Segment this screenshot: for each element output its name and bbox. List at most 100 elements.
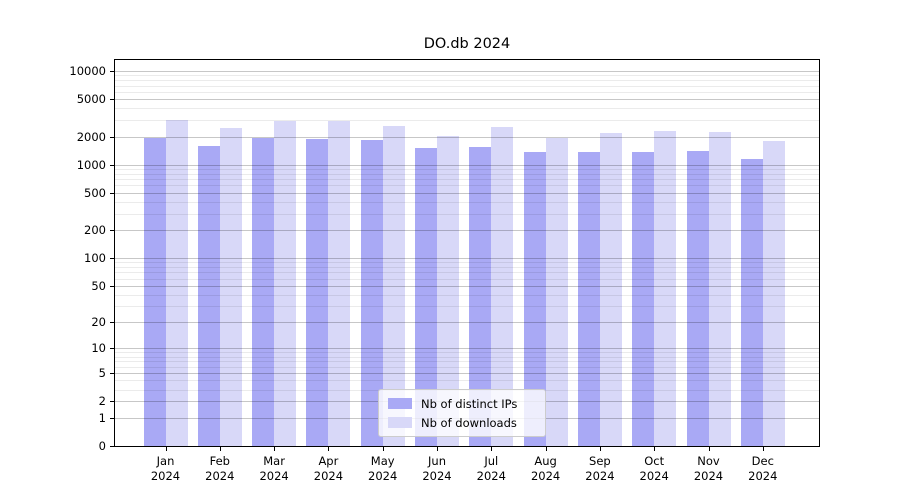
- bar-downloads-oct: [654, 130, 677, 446]
- gridline-80: [115, 267, 819, 269]
- legend-label-downloads: Nb of downloads: [421, 415, 517, 430]
- x-tick-mark-jun: [437, 447, 438, 451]
- gridline-50: [115, 285, 819, 287]
- y-tick-mark-2000: [110, 136, 114, 138]
- y-tick-mark-1: [110, 417, 114, 419]
- bar-downloads-mar: [274, 121, 297, 446]
- y-tick-mark-2: [110, 401, 114, 403]
- bar-distinct-ips-mar: [252, 137, 275, 446]
- y-tick-label-20: 20: [91, 315, 106, 330]
- gridline-9000: [115, 75, 819, 77]
- gridline-8000: [115, 80, 819, 82]
- bar-distinct-ips-aug: [523, 152, 546, 446]
- y-tick-label-2000: 2000: [76, 129, 106, 144]
- gridline-1000: [115, 164, 819, 166]
- bar-downloads-jun: [437, 135, 459, 446]
- bar-downloads-aug: [545, 137, 568, 446]
- gridline-70: [115, 272, 819, 274]
- x-tick-label-jul: Jul 2024: [476, 454, 506, 483]
- x-tick-mark-feb: [219, 447, 221, 451]
- gridline-5: [115, 373, 819, 375]
- x-tick-label-apr: Apr 2024: [313, 454, 344, 483]
- bar-downloads-apr: [328, 121, 351, 446]
- plot-area: [114, 59, 820, 447]
- x-tick-label-aug: Aug 2024: [530, 454, 561, 483]
- y-tick-mark-5000: [110, 99, 114, 101]
- y-tick-mark-100: [110, 258, 114, 260]
- gridline-20: [115, 322, 819, 324]
- bar-distinct-ips-jul: [469, 146, 492, 446]
- x-tick-mark-mar: [274, 447, 276, 451]
- x-tick-label-mar: Mar 2024: [259, 454, 289, 483]
- y-tick-mark-20: [110, 322, 114, 324]
- gridline-400: [115, 201, 819, 203]
- bar-downloads-jul: [491, 127, 514, 446]
- y-tick-label-500: 500: [84, 185, 106, 200]
- gridline-7000: [115, 85, 819, 87]
- gridline-10: [115, 348, 819, 350]
- x-tick-label-feb: Feb 2024: [205, 454, 235, 483]
- legend-swatch-distinct-ips: [388, 398, 412, 409]
- x-tick-mark-dec: [762, 447, 764, 451]
- bar-distinct-ips-apr: [306, 139, 329, 446]
- x-tick-label-jun: Jun 2024: [422, 454, 452, 483]
- y-tick-label-5: 5: [98, 366, 106, 381]
- y-tick-label-10000: 10000: [69, 63, 106, 78]
- gridline-100: [115, 258, 819, 260]
- gridline-10000: [115, 70, 819, 72]
- gridline-7: [115, 361, 819, 363]
- y-tick-mark-5: [110, 373, 114, 375]
- bar-distinct-ips-jun: [415, 148, 437, 446]
- legend-swatch-downloads: [388, 417, 412, 428]
- y-tick-mark-200: [110, 230, 114, 232]
- bar-distinct-ips-feb: [197, 145, 220, 446]
- gridline-500: [115, 192, 819, 194]
- y-tick-mark-10: [110, 348, 114, 350]
- gridline-2000: [115, 136, 819, 138]
- bar-downloads-nov: [708, 131, 731, 446]
- gridline-8: [115, 356, 819, 358]
- gridline-90: [115, 262, 819, 264]
- y-tick-label-5000: 5000: [76, 92, 106, 107]
- bar-downloads-may: [382, 125, 405, 446]
- y-tick-label-50: 50: [91, 278, 106, 293]
- bar-distinct-ips-dec: [740, 159, 763, 446]
- legend: Nb of distinct IPs Nb of downloads: [378, 389, 546, 437]
- bar-downloads-jan: [165, 120, 188, 446]
- y-tick-label-100: 100: [84, 251, 106, 266]
- gridline-9: [115, 352, 819, 354]
- gridline-60: [115, 278, 819, 280]
- bar-distinct-ips-sep: [577, 152, 600, 446]
- gridline-6000: [115, 91, 819, 93]
- gridline-800: [115, 173, 819, 175]
- gridline-4: [115, 380, 819, 382]
- bar-downloads-dec: [762, 140, 785, 446]
- x-tick-mark-jul: [491, 447, 493, 451]
- gridline-200: [115, 230, 819, 232]
- y-tick-label-200: 200: [84, 223, 106, 238]
- y-tick-mark-0: [110, 446, 114, 447]
- x-tick-label-sep: Sep 2024: [585, 454, 615, 483]
- y-tick-label-10: 10: [91, 341, 106, 356]
- gridline-6: [115, 366, 819, 368]
- x-tick-label-nov: Nov 2024: [693, 454, 724, 483]
- bar-distinct-ips-may: [360, 140, 383, 446]
- y-tick-label-2: 2: [98, 394, 106, 409]
- legend-label-distinct-ips: Nb of distinct IPs: [421, 396, 518, 411]
- gridline-300: [115, 213, 819, 215]
- x-tick-mark-nov: [708, 447, 710, 451]
- y-tick-label-0: 0: [98, 439, 106, 453]
- bar-distinct-ips-jan: [143, 137, 166, 446]
- x-tick-mark-jan: [165, 447, 167, 451]
- x-tick-label-jan: Jan 2024: [150, 454, 181, 483]
- y-tick-label-1000: 1000: [76, 157, 106, 172]
- gridline-700: [115, 179, 819, 181]
- x-tick-mark-aug: [545, 447, 547, 451]
- gridline-900: [115, 168, 819, 170]
- bar-distinct-ips-nov: [686, 151, 709, 446]
- x-tick-label-may: May 2024: [368, 454, 398, 483]
- legend-item-distinct-ips: Nb of distinct IPs: [388, 397, 535, 411]
- x-tick-mark-sep: [599, 447, 601, 451]
- bar-downloads-sep: [599, 132, 622, 446]
